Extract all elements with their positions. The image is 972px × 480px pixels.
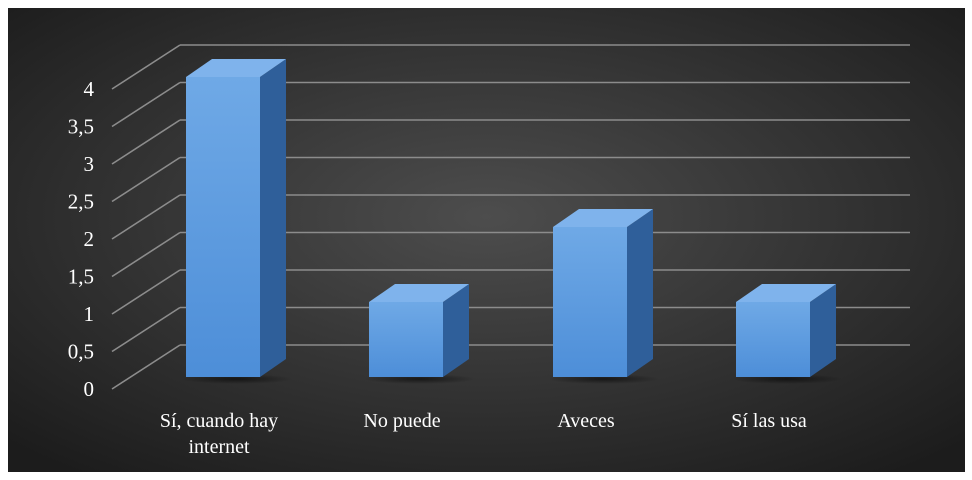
- bar-side: [810, 284, 836, 377]
- bar-3: [731, 284, 843, 384]
- x-category-label: Sí las usa: [731, 410, 807, 432]
- bar-front: [553, 227, 627, 377]
- y-tick-label: 1: [84, 302, 95, 326]
- y-tick-label: 2: [84, 227, 95, 251]
- bar-1: [364, 284, 476, 384]
- bar-front: [736, 302, 810, 377]
- y-tick-label: 3,5: [68, 115, 94, 139]
- bar-side: [260, 59, 286, 377]
- bar-top: [186, 59, 286, 77]
- y-tick-label: 4: [84, 77, 95, 101]
- y-tick-label: 2,5: [68, 190, 94, 214]
- bar-0: [181, 59, 293, 384]
- y-axis-ticks: 0 0,5 1 1,5 2 2,5 3 3,5 4: [68, 77, 95, 401]
- gridline-5: [111, 156, 910, 203]
- plot-background: [8, 8, 965, 472]
- y-tick-label: 3: [84, 152, 95, 176]
- bar-top: [553, 209, 653, 227]
- x-category-label: Sí, cuando hay internet: [160, 410, 278, 458]
- gridline-7: [111, 81, 910, 128]
- gridline-2: [111, 269, 910, 315]
- y-tick-label: 1,5: [68, 265, 94, 289]
- bar-front: [369, 302, 443, 377]
- bar-top: [736, 284, 836, 302]
- x-category-label: Aveces: [557, 410, 615, 432]
- bar-side: [443, 284, 469, 377]
- gridline-3: [111, 231, 910, 278]
- grid-lines: [111, 44, 910, 390]
- x-axis-labels: Sí, cuando hay internet No puede Aveces Sí l…: [160, 410, 807, 458]
- y-tick-label: 0,5: [68, 340, 94, 364]
- bar-2: [548, 209, 660, 384]
- bars: [181, 59, 843, 384]
- gridline-6: [111, 119, 910, 165]
- gridline-8: [111, 44, 910, 90]
- bar-front: [186, 77, 260, 377]
- y-tick-label: 0: [84, 377, 95, 401]
- bar-side: [627, 209, 653, 377]
- bar-top: [369, 284, 469, 302]
- gridline-4: [111, 194, 910, 240]
- x-category-label: No puede: [363, 410, 440, 432]
